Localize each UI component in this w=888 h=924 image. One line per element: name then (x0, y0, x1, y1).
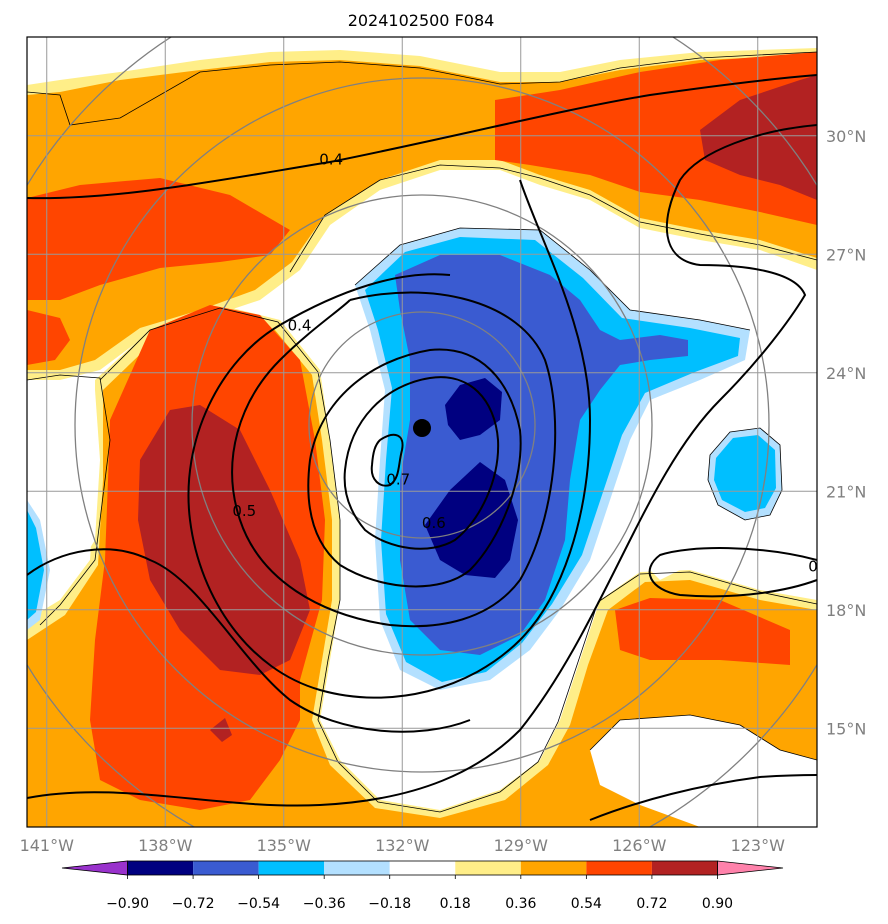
contour-0.4-outer (27, 124, 817, 807)
contour-label: 0.6 (422, 514, 446, 532)
colorbar-over (717, 860, 784, 876)
map-title: 2024102500 F084 (348, 11, 495, 30)
contour-0.4-north (27, 74, 817, 200)
contour-labels: 0.4 0.4 0.5 0.7 0.6 0 (232, 150, 818, 575)
colorbar-bin-7 (586, 861, 652, 875)
contour-0.7 (307, 348, 522, 588)
colorbar-tick-label: −0.54 (237, 896, 280, 912)
colorbar-frame (127, 860, 718, 876)
lat-tick-label: 27°N (826, 245, 866, 264)
range-rings (27, 37, 817, 827)
red-southeast (615, 598, 790, 665)
map-panel: 0.4 0.4 0.5 0.7 0.6 0 (27, 37, 818, 827)
contour-label: 0.4 (288, 316, 312, 334)
lon-tick-label: 135°W (257, 836, 312, 855)
darkred-west-small (210, 718, 232, 742)
colorbar-bin-1 (193, 861, 259, 875)
colorbar-bin-2 (258, 861, 325, 875)
contour-label: 0 (808, 557, 818, 575)
colorbar-tick-label: 0.54 (571, 896, 602, 912)
colorbar-bin-0 (127, 861, 194, 875)
contour-0.5 (187, 179, 592, 699)
lon-tick-label: 129°W (494, 836, 549, 855)
map-frame (26, 36, 818, 828)
latitude-labels: 15°N 18°N 21°N 24°N 27°N 30°N (826, 127, 866, 739)
colorbar-tick-label: 0.72 (636, 896, 667, 912)
lat-tick-label: 21°N (826, 482, 866, 501)
contour-inner (370, 433, 404, 487)
lon-tick-label: 138°W (138, 836, 193, 855)
skyblue-east-blob (714, 435, 776, 512)
red-west-patch (27, 178, 290, 300)
colorbar-tick-label: 0.90 (702, 896, 733, 912)
lat-tick-label: 30°N (826, 127, 866, 146)
contour-label: 0.5 (232, 502, 256, 520)
darkred-band-north (700, 75, 817, 200)
lon-tick-label: 132°W (375, 836, 430, 855)
colorbar-tick-label: 0.36 (505, 896, 536, 912)
colorbar-tick-label: 0.18 (440, 896, 471, 912)
center-marker (413, 419, 431, 438)
darkred-west-core (138, 405, 310, 675)
shading-outlines (27, 51, 817, 813)
lat-tick-label: 15°N (826, 719, 866, 738)
colorbar-bin-5 (455, 861, 521, 875)
colorbar-bin-3 (324, 861, 390, 875)
lat-tick-label: 24°N (826, 364, 866, 383)
contour-0.4-west (27, 548, 471, 733)
colorbar-labels: −0.90 −0.72 −0.54 −0.36 −0.18 0.18 0.36 0.54 0.7… (106, 896, 733, 912)
white-southeast-gap (590, 715, 817, 827)
red-west-small (27, 310, 70, 365)
colorbar-tick-label: −0.36 (303, 896, 346, 912)
contour-east (648, 547, 817, 598)
contour-southeast (589, 774, 817, 821)
skyblue-west-edge (27, 510, 44, 620)
colorbar-tick-label: −0.18 (368, 896, 411, 912)
lat-tick-label: 18°N (826, 601, 866, 620)
colorbar (61, 860, 784, 879)
colorbar-bin-6 (520, 861, 587, 875)
contours (27, 74, 817, 821)
lon-tick-label: 126°W (612, 836, 667, 855)
contour-label: 0.7 (386, 470, 410, 488)
colorbar-tick-label: −0.90 (106, 896, 149, 912)
longitude-labels: 141°W 138°W 135°W 132°W 129°W 126°W 123°W (20, 836, 786, 855)
navy-upper (445, 378, 502, 440)
colorbar-under (61, 860, 128, 876)
contour-0.8 (343, 376, 500, 550)
positive-shading (27, 48, 817, 827)
lon-tick-label: 123°W (731, 836, 786, 855)
lon-tick-label: 141°W (20, 836, 75, 855)
red-band-north (495, 52, 817, 225)
contour-label: 0.4 (319, 150, 343, 168)
colorbar-bin-4 (389, 861, 456, 875)
colorbar-bin-8 (651, 861, 718, 875)
contour-0.6 (231, 291, 557, 628)
colorbar-tick-label: −0.72 (172, 896, 215, 912)
